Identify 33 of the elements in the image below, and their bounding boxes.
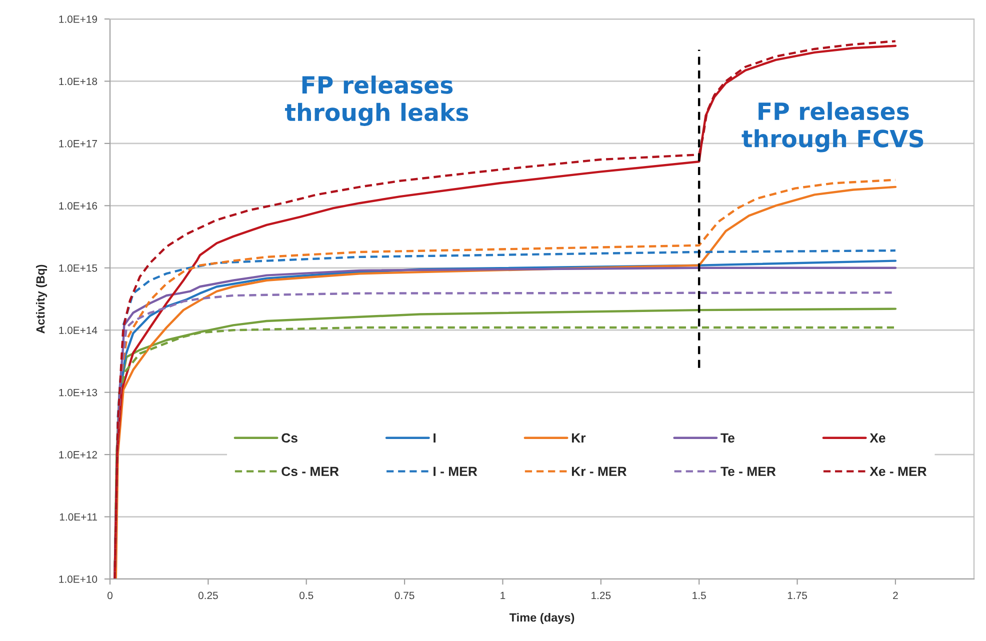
y-tick-label: 1.0E+16 xyxy=(59,202,98,210)
legend-label: Kr - MER xyxy=(572,466,627,476)
y-tick-label: 1.0E+14 xyxy=(59,326,98,334)
y-tick-label: 1.0E+11 xyxy=(60,513,97,521)
y-tick-label: 1.0E+12 xyxy=(59,451,97,458)
x-tick-label: 1.75 xyxy=(788,592,807,600)
x-tick-label: 1.25 xyxy=(592,592,611,600)
legend-label: Xe - MER xyxy=(870,466,927,476)
x-axis-title: Time (days) xyxy=(509,613,574,624)
x-tick-label: 1.5 xyxy=(692,592,706,600)
x-tick-label: 0.25 xyxy=(198,592,218,600)
x-tick-label: 0.5 xyxy=(300,592,314,600)
y-axis-title: Activity (Bq) xyxy=(36,264,47,334)
y-tick-label: 1.0E+17 xyxy=(59,140,97,148)
x-tick-label: 0 xyxy=(108,592,112,600)
x-tick-label: 1 xyxy=(500,592,506,600)
legend-label: I - MER xyxy=(434,466,478,476)
y-tick-label: 1.0E+15 xyxy=(59,264,98,272)
legend-label: Cs xyxy=(282,433,298,443)
legend-label: Te - MER xyxy=(720,466,776,476)
y-tick-label: 1.0E+19 xyxy=(59,16,98,23)
y-tick-label: 1.0E+10 xyxy=(59,576,98,583)
x-tick-label: 0.75 xyxy=(394,592,414,600)
legend-label: Cs - MER xyxy=(282,466,339,476)
legend-label: Te xyxy=(720,433,734,443)
legend-label: I xyxy=(434,433,436,443)
legend-label: Kr xyxy=(572,433,586,443)
legend-label: Xe xyxy=(870,433,886,443)
annotation: FP releases through FCVS xyxy=(742,102,924,152)
x-tick-label: 2 xyxy=(893,592,898,600)
y-tick-label: 1.0E+13 xyxy=(59,388,98,396)
annotation: FP releases through leaks xyxy=(285,76,468,126)
y-tick-label: 1.0E+18 xyxy=(59,78,98,86)
